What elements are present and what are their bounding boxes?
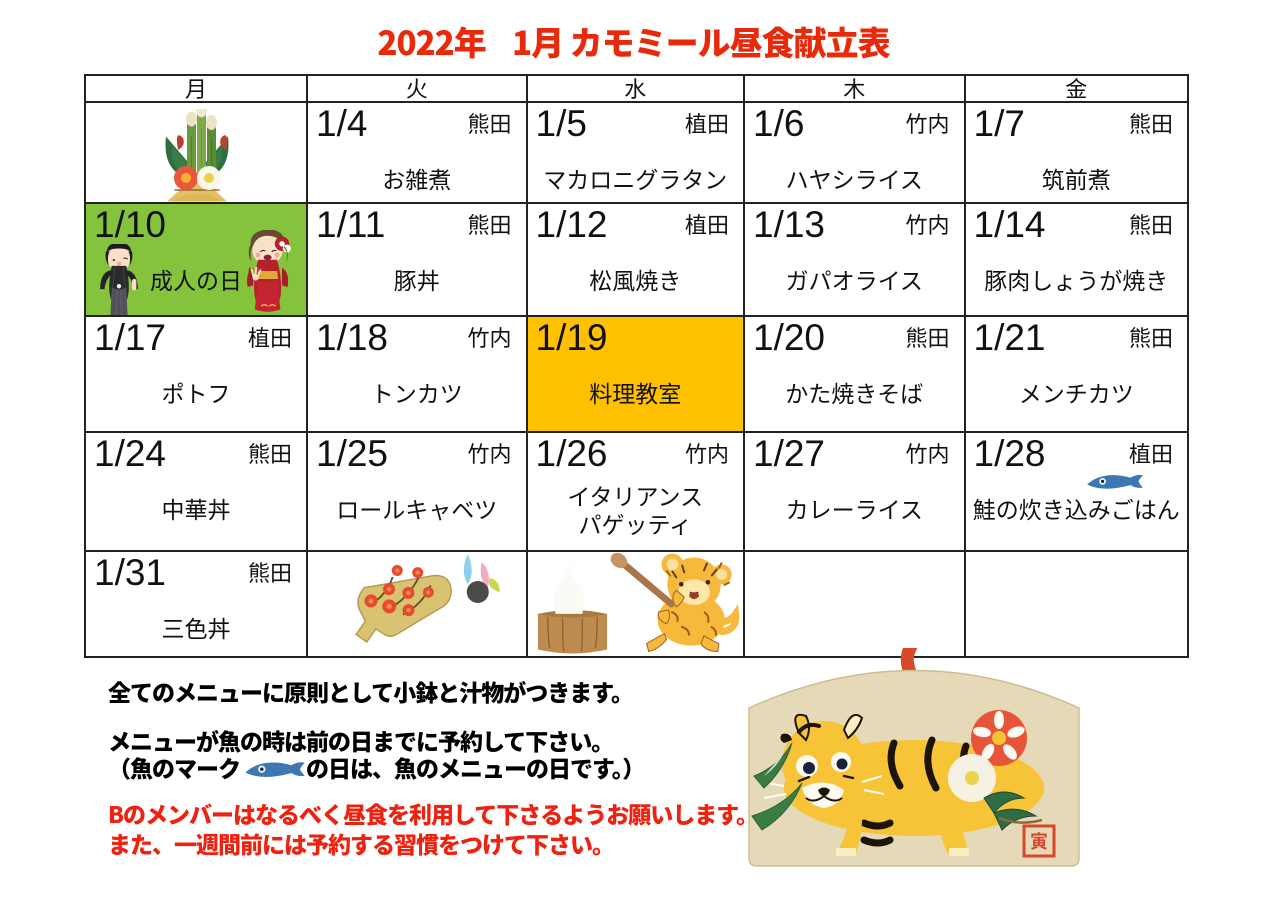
svg-text:寅: 寅: [1030, 828, 1048, 854]
